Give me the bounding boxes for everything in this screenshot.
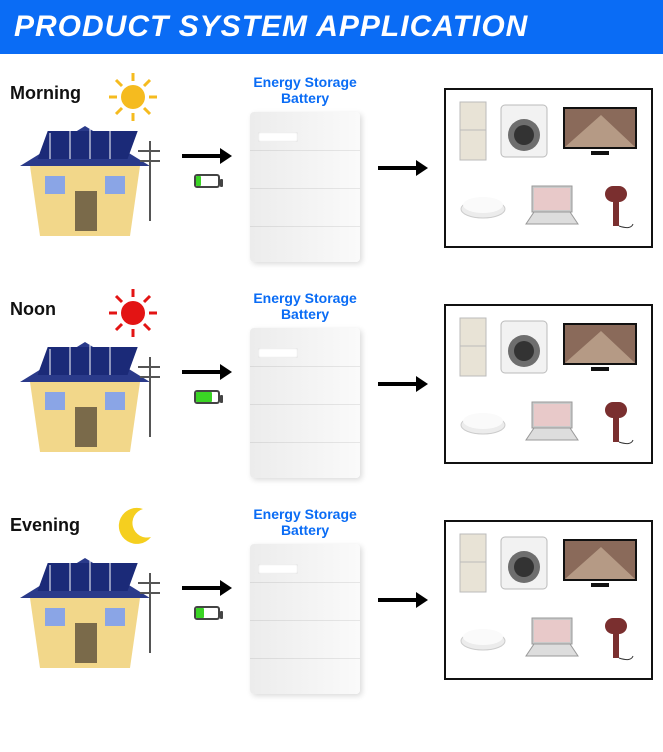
laptop-icon — [522, 616, 582, 658]
house-block: Noon — [10, 307, 174, 462]
tv-icon — [561, 105, 639, 157]
sun-icon — [107, 71, 159, 123]
fridge-icon — [458, 532, 488, 594]
arrow-icon — [378, 160, 428, 176]
arrow-icon — [378, 592, 428, 608]
tv-icon — [561, 321, 639, 373]
charge-icon — [194, 606, 220, 620]
row-evening: Evening Energy Storage Battery — [10, 506, 653, 694]
time-label: Morning — [10, 83, 81, 104]
row-morning: Morning Energy Storage Battery — [10, 74, 653, 262]
arrow-icon — [182, 148, 232, 164]
battery-block: Energy Storage Battery — [240, 290, 369, 478]
charge-icon — [194, 390, 220, 404]
hairdryer-icon — [597, 180, 637, 230]
battery-unit-icon — [250, 328, 360, 478]
hairdryer-icon — [597, 612, 637, 662]
house-icon — [10, 543, 160, 673]
house-block: Evening — [10, 523, 174, 678]
sun-icon — [107, 287, 159, 339]
arrow-to-battery — [182, 580, 232, 620]
battery-block: Energy Storage Battery — [240, 74, 369, 262]
laptop-icon — [522, 184, 582, 226]
hairdryer-icon — [597, 396, 637, 446]
washer-icon — [499, 535, 549, 591]
house-icon — [10, 327, 160, 457]
battery-unit-icon — [250, 544, 360, 694]
washer-icon — [499, 319, 549, 375]
time-label: Noon — [10, 299, 56, 320]
appliances-box — [444, 88, 653, 248]
washer-icon — [499, 103, 549, 159]
appliances-box — [444, 520, 653, 680]
vacuum-icon — [459, 623, 507, 651]
appliances-box — [444, 304, 653, 464]
arrow-to-appliances — [378, 160, 428, 176]
vacuum-icon — [459, 407, 507, 435]
house-block: Morning — [10, 91, 174, 246]
laptop-icon — [522, 400, 582, 442]
battery-label: Energy Storage Battery — [240, 290, 369, 322]
arrow-to-appliances — [378, 592, 428, 608]
battery-label: Energy Storage Battery — [240, 74, 369, 106]
time-label: Evening — [10, 515, 80, 536]
header-title: PRODUCT SYSTEM APPLICATION — [14, 10, 528, 43]
charge-icon — [194, 174, 220, 188]
battery-unit-icon — [250, 112, 360, 262]
vacuum-icon — [459, 191, 507, 219]
diagram-content: Morning Energy Storage Battery — [0, 54, 663, 752]
fridge-icon — [458, 100, 488, 162]
fridge-icon — [458, 316, 488, 378]
battery-block: Energy Storage Battery — [240, 506, 369, 694]
header-bar: PRODUCT SYSTEM APPLICATION — [0, 0, 663, 54]
arrow-to-appliances — [378, 376, 428, 392]
arrow-to-battery — [182, 364, 232, 404]
battery-label: Energy Storage Battery — [240, 506, 369, 538]
tv-icon — [561, 537, 639, 589]
arrow-icon — [182, 364, 232, 380]
arrow-icon — [182, 580, 232, 596]
arrow-icon — [378, 376, 428, 392]
row-noon: Noon Energy Storage Battery — [10, 290, 653, 478]
house-icon — [10, 111, 160, 241]
moon-icon — [113, 503, 159, 549]
arrow-to-battery — [182, 148, 232, 188]
